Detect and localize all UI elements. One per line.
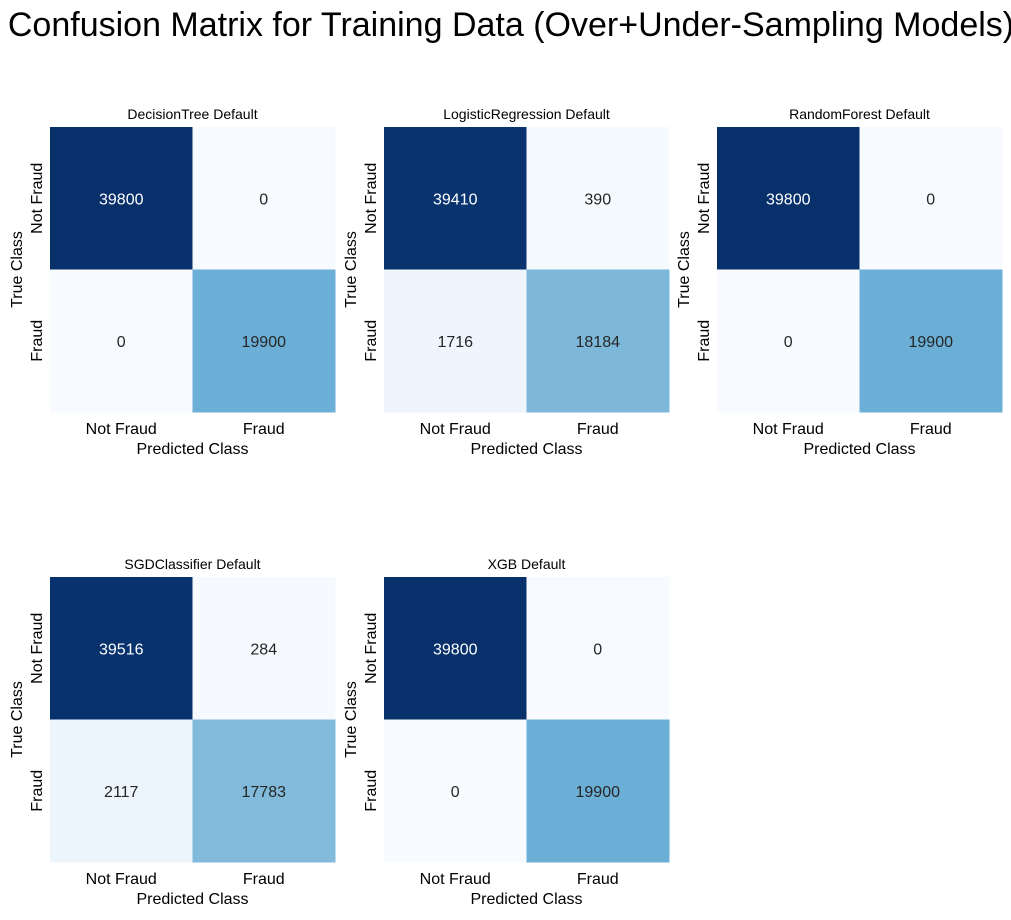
y-tick-label: Fraud xyxy=(363,770,380,812)
heatmap-cell xyxy=(859,127,1003,270)
cell-value-label: 0 xyxy=(117,334,126,351)
x-axis-label: Predicted Class xyxy=(470,441,582,458)
x-tick-label: Fraud xyxy=(910,421,952,438)
x-tick-label: Fraud xyxy=(243,421,285,438)
y-tick-label: Not Fraud xyxy=(696,163,713,234)
cell-value-label: 19900 xyxy=(576,784,621,801)
heatmap-cell xyxy=(526,127,670,270)
y-axis-label: True Class xyxy=(9,681,26,758)
x-tick-label: Not Fraud xyxy=(86,871,157,888)
cell-value-label: 0 xyxy=(593,641,602,658)
cell-value-label: 1716 xyxy=(437,334,473,351)
heatmap-cell xyxy=(192,127,336,270)
heatmap-cell xyxy=(526,719,670,863)
y-tick-label: Not Fraud xyxy=(363,613,380,684)
x-axis-label: Predicted Class xyxy=(136,891,248,908)
cell-value-label: 39800 xyxy=(433,641,478,658)
x-tick-label: Not Fraud xyxy=(420,421,491,438)
x-tick-label: Fraud xyxy=(577,871,619,888)
x-axis-label: Predicted Class xyxy=(803,441,915,458)
cell-value-label: 284 xyxy=(250,641,277,658)
cell-value-label: 18184 xyxy=(576,334,621,351)
panel-title: XGB Default xyxy=(488,556,566,572)
cell-value-label: 390 xyxy=(584,191,611,208)
cell-value-label: 2117 xyxy=(104,784,139,801)
y-tick-label: Fraud xyxy=(696,320,713,362)
x-axis-label: Predicted Class xyxy=(136,441,248,458)
panel-title: DecisionTree Default xyxy=(127,106,257,122)
panel-title: RandomForest Default xyxy=(789,106,930,122)
x-tick-label: Not Fraud xyxy=(420,871,491,888)
x-tick-label: Fraud xyxy=(577,421,619,438)
x-tick-label: Fraud xyxy=(243,871,285,888)
heatmap-cell xyxy=(384,577,527,720)
heatmap-cell xyxy=(50,269,193,413)
heatmap-cell xyxy=(526,577,670,720)
heatmap-cell xyxy=(50,577,193,720)
y-tick-label: Not Fraud xyxy=(363,163,380,234)
y-tick-label: Not Fraud xyxy=(29,163,46,234)
cell-value-label: 19900 xyxy=(242,334,287,351)
y-tick-label: Not Fraud xyxy=(29,613,46,684)
heatmap-cell xyxy=(384,269,527,413)
heatmap-panel: XGB Default 39800 0 0 19900 Not Fraud Fraud Not… xyxy=(343,556,670,908)
heatmap-panel: RandomForest Default 39800 0 0 19900 Not Frau… xyxy=(676,106,1003,458)
cell-value-label: 39410 xyxy=(433,191,478,208)
panel-title: LogisticRegression Default xyxy=(443,106,610,122)
heatmap-panel: SGDClassifier Default 39516 284 2117 17783 No… xyxy=(9,556,336,908)
heatmap-cell xyxy=(50,127,193,270)
cell-value-label: 19900 xyxy=(909,334,954,351)
heatmap-cell xyxy=(384,719,527,863)
y-axis-label: True Class xyxy=(676,231,693,308)
cell-value-label: 0 xyxy=(926,191,935,208)
cell-value-label: 0 xyxy=(259,191,268,208)
heatmap-cell xyxy=(717,269,860,413)
heatmap-cell xyxy=(384,127,527,270)
heatmap-cell xyxy=(192,577,336,720)
heatmap-cell xyxy=(192,269,336,413)
x-axis-label: Predicted Class xyxy=(470,891,582,908)
x-tick-label: Not Fraud xyxy=(86,421,157,438)
heatmap-cell xyxy=(50,719,193,863)
cell-value-label: 17783 xyxy=(242,784,287,801)
figure-title: Confusion Matrix for Training Data (Over… xyxy=(8,6,1011,44)
y-axis-label: True Class xyxy=(343,681,360,758)
y-tick-label: Fraud xyxy=(363,320,380,362)
cell-value-label: 0 xyxy=(784,334,793,351)
x-tick-label: Not Fraud xyxy=(753,421,824,438)
cell-value-label: 39800 xyxy=(766,191,811,208)
panel-title: SGDClassifier Default xyxy=(124,556,260,572)
y-axis-label: True Class xyxy=(9,231,26,308)
heatmap-panel: LogisticRegression Default 39410 390 1716 18… xyxy=(343,106,670,458)
cell-value-label: 0 xyxy=(451,784,460,801)
cell-value-label: 39800 xyxy=(99,191,144,208)
cell-value-label: 39516 xyxy=(99,641,144,658)
y-axis-label: True Class xyxy=(343,231,360,308)
heatmap-panel: DecisionTree Default 39800 0 0 19900 Not Frau… xyxy=(9,106,336,458)
heatmap-cell xyxy=(526,269,670,413)
y-tick-label: Fraud xyxy=(29,770,46,812)
heatmap-cell xyxy=(192,719,336,863)
heatmap-cell xyxy=(859,269,1003,413)
y-tick-label: Fraud xyxy=(29,320,46,362)
heatmap-cell xyxy=(717,127,860,270)
